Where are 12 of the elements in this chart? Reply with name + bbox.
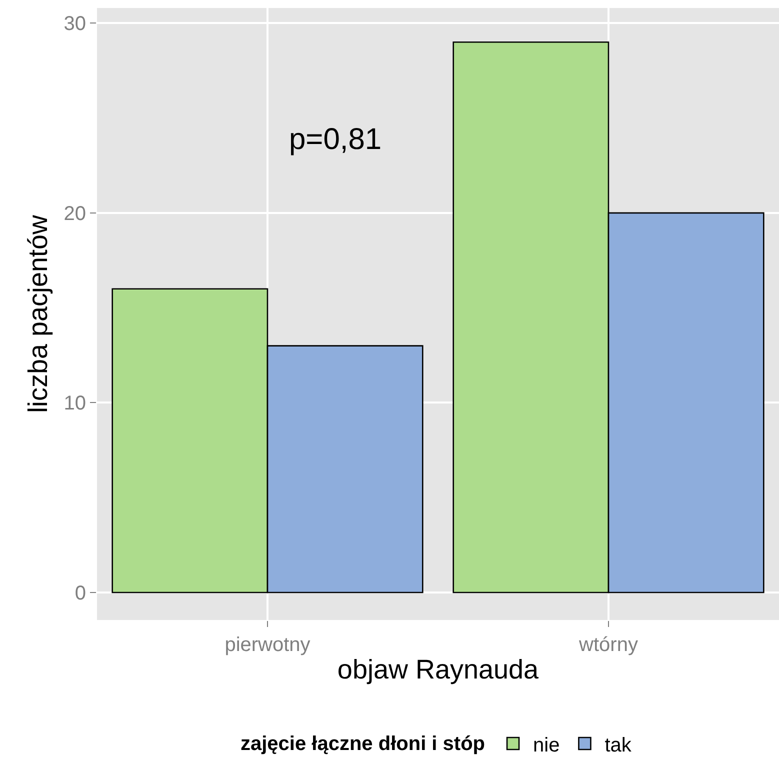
y-tick-label: 0 xyxy=(74,582,86,604)
legend-label: tak xyxy=(604,734,632,756)
legend-label: nie xyxy=(533,734,560,756)
y-axis-title: liczba pacjentów xyxy=(22,214,53,414)
legend-title: zajęcie łączne dłoni i stóp xyxy=(240,733,486,755)
annotation: p=0,81 xyxy=(289,123,382,156)
y-tick-label: 30 xyxy=(64,13,86,36)
y-tick-label: 20 xyxy=(64,202,86,225)
y-tick-label: 10 xyxy=(64,392,86,415)
x-axis-title: objaw Raynauda xyxy=(337,654,540,684)
x-tick-label: pierwotny xyxy=(224,634,310,656)
x-tick-label: wtórny xyxy=(578,634,638,656)
